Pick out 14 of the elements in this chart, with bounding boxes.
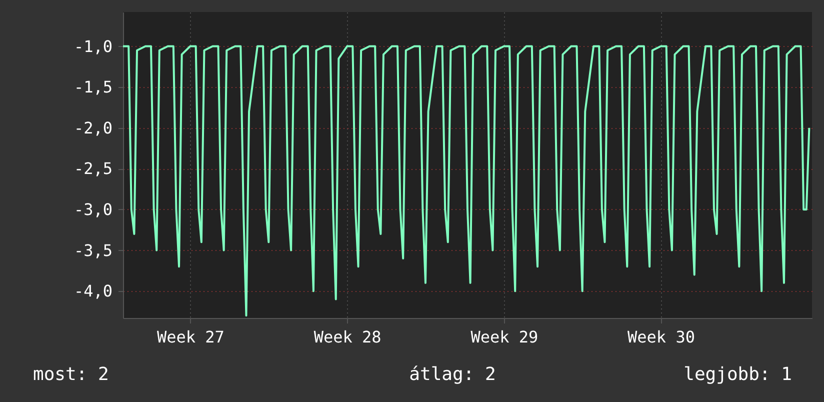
y-tick-label: -4,0 bbox=[74, 282, 112, 301]
x-tick-label: Week 27 bbox=[157, 328, 224, 346]
x-tick-label: Week 30 bbox=[628, 328, 695, 346]
text: legjobb: 1 bbox=[684, 364, 792, 385]
y-tick-label: -2,0 bbox=[74, 118, 112, 138]
x-tick-label: Week 29 bbox=[470, 328, 538, 346]
y-tick-label: -1,0 bbox=[74, 36, 112, 56]
text: most: 2 bbox=[33, 364, 109, 385]
y-tick-label: -1,5 bbox=[74, 78, 112, 97]
text: átlag: 2 bbox=[409, 364, 496, 385]
y-tick-label: -3,0 bbox=[74, 200, 112, 219]
y-tick-label: -3,5 bbox=[74, 240, 112, 260]
y-tick-label: -2,5 bbox=[74, 159, 112, 178]
x-tick-label: Week 28 bbox=[314, 328, 382, 346]
